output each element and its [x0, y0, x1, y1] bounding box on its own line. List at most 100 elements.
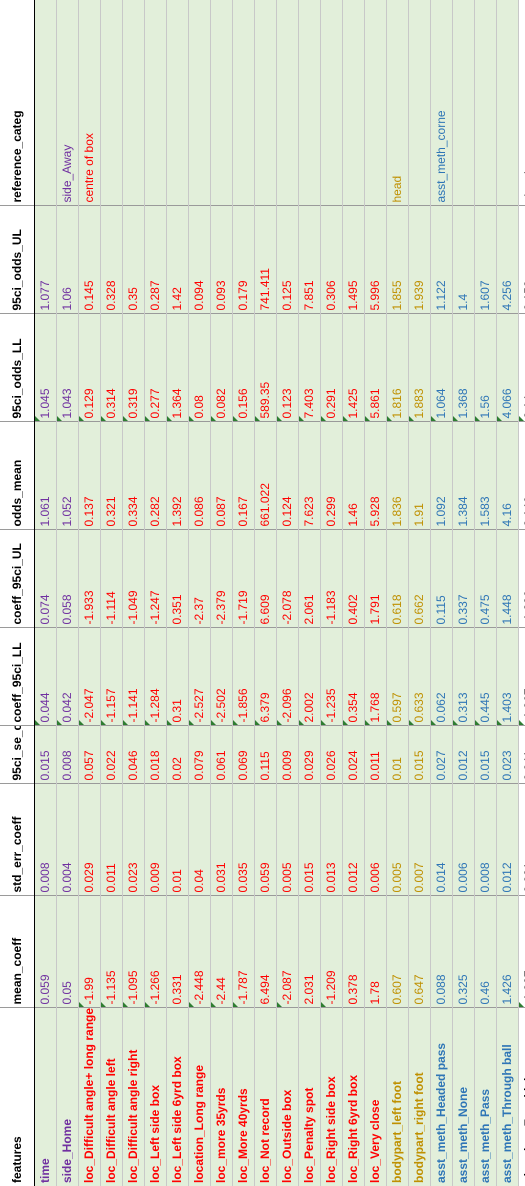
table-row[interactable]: loc_Right side box -1.209 0.013 0.026 -1.235…: [320, 0, 342, 1186]
ci-se-cell[interactable]: 0.046: [122, 726, 144, 784]
table-row[interactable]: loc_Outside box -2.087 0.005 0.009 -2.096 -2.…: [276, 0, 298, 1186]
ci-se-cell[interactable]: 0.041: [518, 726, 525, 784]
mean-coeff-cell[interactable]: 1.426: [496, 896, 518, 1008]
odds-ll-cell[interactable]: 4.066: [496, 314, 518, 422]
odds-mean-cell[interactable]: 661.022: [254, 422, 276, 530]
odds-ul-cell[interactable]: 0.093: [210, 206, 232, 314]
reference-cell[interactable]: [122, 0, 144, 206]
ci-ul-cell[interactable]: -1.114: [100, 530, 122, 628]
ci-ll-cell[interactable]: 0.313: [452, 628, 474, 726]
mean-coeff-cell[interactable]: -1.927: [518, 896, 525, 1008]
odds-mean-cell[interactable]: 0.146: [518, 422, 525, 530]
odds-mean-cell[interactable]: 1.052: [56, 422, 78, 530]
std-err-cell[interactable]: 0.011: [100, 784, 122, 896]
ci-ul-cell[interactable]: 0.351: [166, 530, 188, 628]
ci-ll-cell[interactable]: -2.096: [276, 628, 298, 726]
std-err-cell[interactable]: 0.012: [496, 784, 518, 896]
odds-ll-cell[interactable]: 0.319: [122, 314, 144, 422]
std-err-cell[interactable]: 0.059: [254, 784, 276, 896]
odds-mean-cell[interactable]: 0.334: [122, 422, 144, 530]
table-row[interactable]: loc_Left side 6yrd box 0.331 0.01 0.02 0.31 0…: [166, 0, 188, 1186]
table-row[interactable]: side_Home 0.05 0.004 0.008 0.042 0.058 1.052 1.…: [56, 0, 78, 1186]
table-row[interactable]: loc_Difficult angle+ long range -1.99 0.02…: [78, 0, 100, 1186]
header-odds-mean[interactable]: odds_mean: [0, 422, 34, 530]
odds-mean-cell[interactable]: 0.137: [78, 422, 100, 530]
feature-cell[interactable]: loc_Difficult angle right: [122, 1008, 144, 1186]
feature-cell[interactable]: loc_more 35yrds: [210, 1008, 232, 1186]
odds-mean-cell[interactable]: 0.282: [144, 422, 166, 530]
mean-coeff-cell[interactable]: 6.494: [254, 896, 276, 1008]
mean-coeff-cell[interactable]: 0.331: [166, 896, 188, 1008]
table-row[interactable]: loc_Not record 6.494 0.059 0.115 6.379 6.609 6…: [254, 0, 276, 1186]
std-err-cell[interactable]: 0.007: [408, 784, 430, 896]
table-row[interactable]: bodypart_left foot 0.607 0.005 0.01 0.597 0.6…: [386, 0, 408, 1186]
ci-se-cell[interactable]: 0.069: [232, 726, 254, 784]
std-err-cell[interactable]: 0.008: [34, 784, 56, 896]
odds-mean-cell[interactable]: 1.583: [474, 422, 496, 530]
mean-coeff-cell[interactable]: 0.378: [342, 896, 364, 1008]
table-row[interactable]: asst_meth_Pass 0.46 0.008 0.015 0.445 0.475 1.…: [474, 0, 496, 1186]
ci-ll-cell[interactable]: 0.445: [474, 628, 496, 726]
std-err-cell[interactable]: 0.035: [232, 784, 254, 896]
mean-coeff-cell[interactable]: -1.135: [100, 896, 122, 1008]
table-row[interactable]: asst_meth_Headed pass 0.088 0.014 0.027 0.06…: [430, 0, 452, 1186]
feature-cell[interactable]: time: [34, 1008, 56, 1186]
reference-cell[interactable]: [364, 0, 386, 206]
odds-ll-cell[interactable]: 1.368: [452, 314, 474, 422]
std-err-cell[interactable]: 0.004: [56, 784, 78, 896]
table-row[interactable]: loc_Left side box -1.266 0.009 0.018 -1.284-…: [144, 0, 166, 1186]
mean-coeff-cell[interactable]: -2.44: [210, 896, 232, 1008]
std-err-cell[interactable]: 0.021: [518, 784, 525, 896]
ci-se-cell[interactable]: 0.015: [408, 726, 430, 784]
std-err-cell[interactable]: 0.023: [122, 784, 144, 896]
reference-cell[interactable]: [144, 0, 166, 206]
odds-ll-cell[interactable]: 1.043: [56, 314, 78, 422]
odds-mean-cell[interactable]: 0.321: [100, 422, 122, 530]
std-err-cell[interactable]: 0.005: [386, 784, 408, 896]
std-err-cell[interactable]: 0.006: [364, 784, 386, 896]
odds-ll-cell[interactable]: 0.156: [232, 314, 254, 422]
header-mean-coeff[interactable]: mean_coeff: [0, 896, 34, 1008]
reference-cell[interactable]: [496, 0, 518, 206]
ci-ul-cell[interactable]: -2.379: [210, 530, 232, 628]
feature-cell[interactable]: loc_Difficult angle+ long range: [78, 1008, 100, 1186]
ci-ul-cell[interactable]: 2.061: [298, 530, 320, 628]
table-row[interactable]: loc_Difficult angle left -1.135 0.011 0.022…: [100, 0, 122, 1186]
ci-ul-cell[interactable]: -1.049: [122, 530, 144, 628]
std-err-cell[interactable]: 0.013: [320, 784, 342, 896]
odds-ul-cell[interactable]: 0.287: [144, 206, 166, 314]
feature-cell[interactable]: loc_Right side box: [320, 1008, 342, 1186]
ci-ul-cell[interactable]: 1.448: [496, 530, 518, 628]
odds-ul-cell[interactable]: 1.4: [452, 206, 474, 314]
ci-ll-cell[interactable]: -1.967: [518, 628, 525, 726]
ci-ll-cell[interactable]: 0.062: [430, 628, 452, 726]
header-odds-ll[interactable]: 95ci_odds_LL: [0, 314, 34, 422]
odds-mean-cell[interactable]: 0.124: [276, 422, 298, 530]
ci-ll-cell[interactable]: -2.047: [78, 628, 100, 726]
odds-mean-cell[interactable]: 1.46: [342, 422, 364, 530]
ci-se-cell[interactable]: 0.012: [452, 726, 474, 784]
odds-mean-cell[interactable]: 0.086: [188, 422, 210, 530]
odds-ul-cell[interactable]: 741.411: [254, 206, 276, 314]
std-err-cell[interactable]: 0.029: [78, 784, 100, 896]
odds-ll-cell[interactable]: 0.291: [320, 314, 342, 422]
mean-coeff-cell[interactable]: 0.325: [452, 896, 474, 1008]
odds-ul-cell[interactable]: 1.42: [166, 206, 188, 314]
odds-mean-cell[interactable]: 0.087: [210, 422, 232, 530]
table-row[interactable]: loc_Right 6yrd box 0.378 0.012 0.024 0.354 0.…: [342, 0, 364, 1186]
table-row[interactable]: loc_more 35yrds -2.44 0.031 0.061 -2.502 -2.3…: [210, 0, 232, 1186]
ci-ul-cell[interactable]: -1.247: [144, 530, 166, 628]
ci-ll-cell[interactable]: 0.31: [166, 628, 188, 726]
odds-ll-cell[interactable]: 0.314: [100, 314, 122, 422]
ci-ll-cell[interactable]: 0.354: [342, 628, 364, 726]
ci-ll-cell[interactable]: 1.403: [496, 628, 518, 726]
reference-cell[interactable]: head: [386, 0, 408, 206]
odds-mean-cell[interactable]: 1.91: [408, 422, 430, 530]
ci-se-cell[interactable]: 0.115: [254, 726, 276, 784]
ci-se-cell[interactable]: 0.027: [430, 726, 452, 784]
mean-coeff-cell[interactable]: 0.059: [34, 896, 56, 1008]
feature-cell[interactable]: loc_Outside box: [276, 1008, 298, 1186]
ci-se-cell[interactable]: 0.026: [320, 726, 342, 784]
feature-cell[interactable]: loc_Penalty spot: [298, 1008, 320, 1186]
odds-ll-cell[interactable]: 0.123: [276, 314, 298, 422]
